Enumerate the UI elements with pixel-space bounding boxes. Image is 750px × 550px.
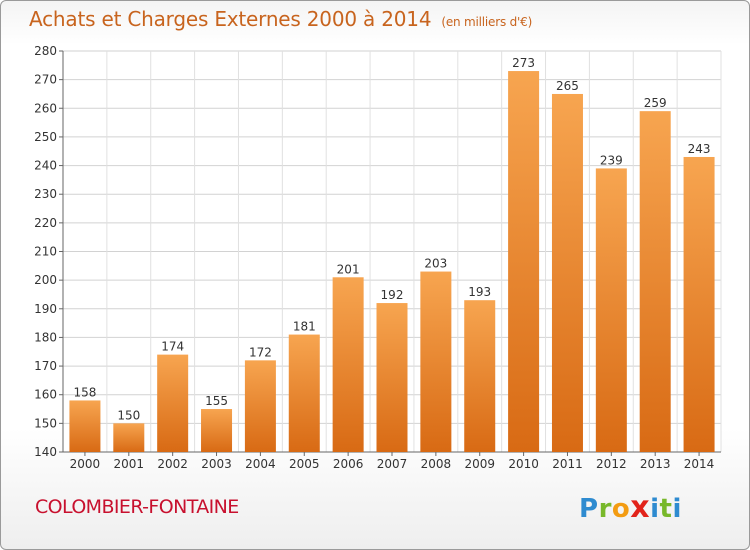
data-label-2013: 259	[644, 96, 667, 110]
bar-2014	[683, 156, 715, 452]
y-tick-label: 160	[34, 388, 57, 402]
x-tick-label-2013: 2013	[640, 457, 671, 471]
chart-title-text: Achats et Charges Externes 2000 à 2014	[29, 7, 432, 31]
bar-2004	[244, 360, 276, 452]
chart-title: Achats et Charges Externes 2000 à 2014 (e…	[29, 7, 532, 31]
proxiti-logo: Proxiti	[579, 490, 682, 525]
x-tick-label-2014: 2014	[684, 457, 715, 471]
data-label-2004: 172	[249, 345, 272, 359]
y-tick-label: 270	[34, 73, 57, 87]
y-tick-label: 180	[34, 330, 57, 344]
bar-2008	[420, 271, 452, 452]
data-label-2012: 239	[600, 153, 623, 167]
y-tick-label: 170	[34, 359, 57, 373]
bars	[69, 71, 715, 453]
y-tick-label: 240	[34, 159, 57, 173]
logo-letter: r	[598, 494, 612, 524]
bar-2003	[201, 409, 233, 452]
data-label-2014: 243	[688, 142, 711, 156]
y-tick-label: 140	[34, 445, 57, 459]
logo-letter: o	[611, 494, 631, 524]
x-tick-label-2010: 2010	[508, 457, 539, 471]
x-tick-label-2008: 2008	[421, 457, 452, 471]
bar-2007	[376, 303, 408, 452]
data-label-2008: 203	[424, 257, 447, 271]
logo-letter: i	[672, 494, 682, 524]
data-label-2006: 201	[337, 262, 360, 276]
x-tick-label-2005: 2005	[289, 457, 320, 471]
y-tick-label: 250	[34, 130, 57, 144]
data-label-2001: 150	[117, 408, 140, 422]
data-label-2002: 174	[161, 340, 184, 354]
bar-2013	[639, 111, 671, 453]
x-tick-label-2006: 2006	[333, 457, 364, 471]
x-tick-label-2004: 2004	[245, 457, 276, 471]
chart-subtitle: (en milliers d'€)	[441, 15, 533, 29]
data-label-2003: 155	[205, 394, 228, 408]
y-axis: 140 150 160 170 180 190 200 210 220 230 240 250 260 2…	[34, 44, 721, 459]
bar-2005	[288, 334, 320, 452]
x-tick-label-2003: 2003	[201, 457, 232, 471]
y-tick-label: 200	[34, 273, 57, 287]
x-tick-label-2012: 2012	[596, 457, 627, 471]
x-tick-label-2011: 2011	[552, 457, 583, 471]
bar-2012	[595, 168, 627, 452]
x-tick-label-2007: 2007	[377, 457, 408, 471]
y-tick-label: 280	[34, 44, 57, 58]
bar-2009	[464, 300, 496, 452]
y-tick-label: 150	[34, 416, 57, 430]
data-labels: 158 150 174 155 172 181 201 192 203 193 273 265 239 2…	[73, 56, 710, 422]
y-tick-label: 190	[34, 302, 57, 316]
logo-letter: t	[659, 494, 673, 524]
logo-letter: i	[650, 494, 660, 524]
y-tick-label: 230	[34, 187, 57, 201]
x-tick-label-2000: 2000	[70, 457, 101, 471]
data-label-2007: 192	[381, 288, 404, 302]
y-tick-label: 210	[34, 245, 57, 259]
y-tick-label: 220	[34, 216, 57, 230]
logo-letter: x	[630, 490, 651, 525]
y-tick-label: 260	[34, 101, 57, 115]
data-label-2005: 181	[293, 320, 316, 334]
x-tick-label-2002: 2002	[157, 457, 188, 471]
bar-2002	[157, 354, 189, 452]
bar-2006	[332, 277, 364, 452]
commune-name: COLOMBIER-FONTAINE	[35, 496, 239, 518]
x-axis: 2000 2001 2002 2003 2004 2005 2006 2007 2008 2009…	[70, 452, 715, 471]
logo-letter: P	[579, 494, 599, 524]
bar-2001	[113, 423, 145, 452]
data-label-2000: 158	[73, 385, 96, 399]
bar-2011	[551, 93, 583, 452]
data-label-2010: 273	[512, 56, 535, 70]
data-label-2009: 193	[468, 285, 491, 299]
data-label-2011: 265	[556, 79, 579, 93]
x-tick-label-2009: 2009	[464, 457, 495, 471]
bar-2010	[508, 71, 540, 453]
bar-2000	[69, 400, 101, 452]
x-tick-label-2001: 2001	[114, 457, 145, 471]
